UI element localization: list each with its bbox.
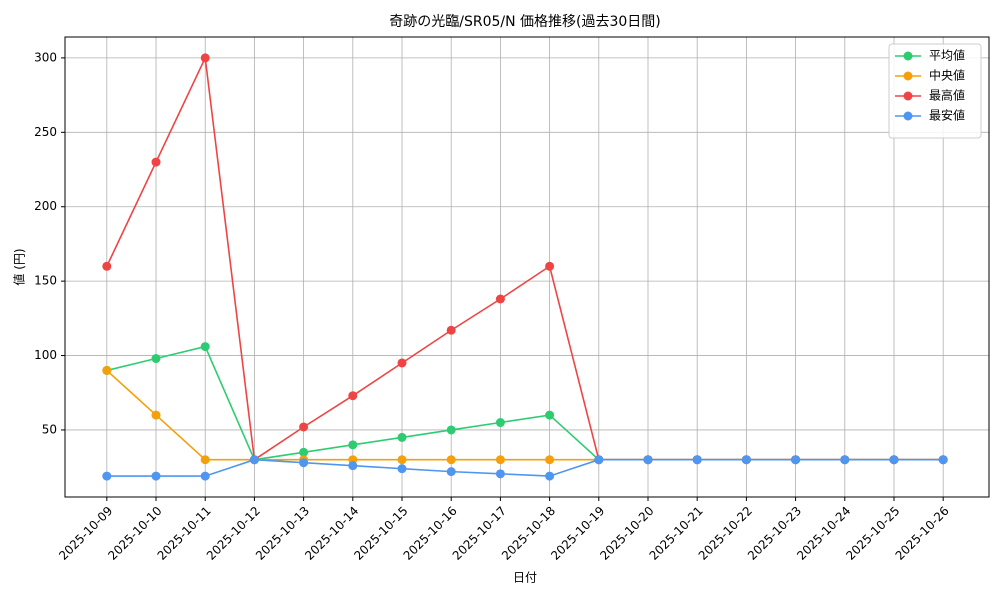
legend-marker bbox=[903, 51, 913, 61]
data-point bbox=[545, 455, 555, 465]
legend-label: 最安値 bbox=[929, 108, 965, 123]
data-point bbox=[545, 410, 555, 420]
data-point bbox=[200, 471, 210, 481]
data-point bbox=[791, 455, 801, 465]
data-point bbox=[397, 358, 407, 368]
legend-label: 最高値 bbox=[929, 88, 965, 103]
data-point bbox=[495, 294, 505, 304]
data-point bbox=[397, 432, 407, 442]
data-point bbox=[151, 157, 161, 167]
series-line bbox=[106, 345, 944, 461]
y-tick-label: 100 bbox=[34, 348, 57, 362]
data-point bbox=[889, 455, 899, 465]
data-point bbox=[495, 418, 505, 428]
data-point bbox=[545, 471, 555, 481]
data-point bbox=[348, 391, 358, 401]
legend-marker bbox=[903, 71, 913, 81]
y-tick-label: 50 bbox=[42, 422, 57, 436]
data-point bbox=[446, 325, 456, 335]
legend-marker bbox=[903, 111, 913, 121]
data-point bbox=[692, 455, 702, 465]
data-point bbox=[397, 464, 407, 474]
data-point bbox=[840, 455, 850, 465]
data-point bbox=[102, 365, 112, 375]
data-point bbox=[348, 461, 358, 471]
data-point bbox=[495, 455, 505, 465]
data-point bbox=[151, 410, 161, 420]
plot-frame bbox=[64, 36, 990, 498]
data-point bbox=[397, 455, 407, 465]
data-point bbox=[594, 455, 604, 465]
data-point bbox=[200, 53, 210, 63]
y-axis-label: 値 (円) bbox=[12, 248, 27, 285]
data-point bbox=[938, 455, 948, 465]
data-point bbox=[102, 261, 112, 271]
data-point bbox=[151, 471, 161, 481]
data-point bbox=[446, 467, 456, 477]
data-point bbox=[102, 471, 112, 481]
legend-marker bbox=[903, 91, 913, 101]
data-point bbox=[200, 455, 210, 465]
data-point bbox=[446, 425, 456, 435]
data-point bbox=[643, 455, 653, 465]
data-point bbox=[545, 261, 555, 271]
legend-label: 中央値 bbox=[929, 68, 965, 83]
data-point bbox=[200, 342, 210, 352]
series-line bbox=[106, 55, 944, 462]
data-point bbox=[299, 422, 309, 432]
x-axis-label: 日付 bbox=[513, 571, 537, 585]
data-point bbox=[249, 455, 259, 465]
series-line bbox=[106, 369, 944, 461]
y-tick-label: 200 bbox=[34, 199, 57, 213]
y-tick-label: 300 bbox=[34, 50, 57, 64]
y-tick-label: 150 bbox=[34, 274, 57, 288]
legend-label: 平均値 bbox=[929, 48, 965, 63]
data-point bbox=[348, 440, 358, 450]
chart-title: 奇跡の光臨/SR05/N 価格推移(過去30日間) bbox=[389, 13, 661, 30]
data-point bbox=[299, 458, 309, 468]
data-point bbox=[741, 455, 751, 465]
data-point bbox=[299, 447, 309, 457]
y-tick-label: 250 bbox=[34, 125, 57, 139]
data-point bbox=[495, 469, 505, 479]
data-point bbox=[151, 354, 161, 364]
data-point bbox=[446, 455, 456, 465]
series-line bbox=[106, 458, 944, 477]
